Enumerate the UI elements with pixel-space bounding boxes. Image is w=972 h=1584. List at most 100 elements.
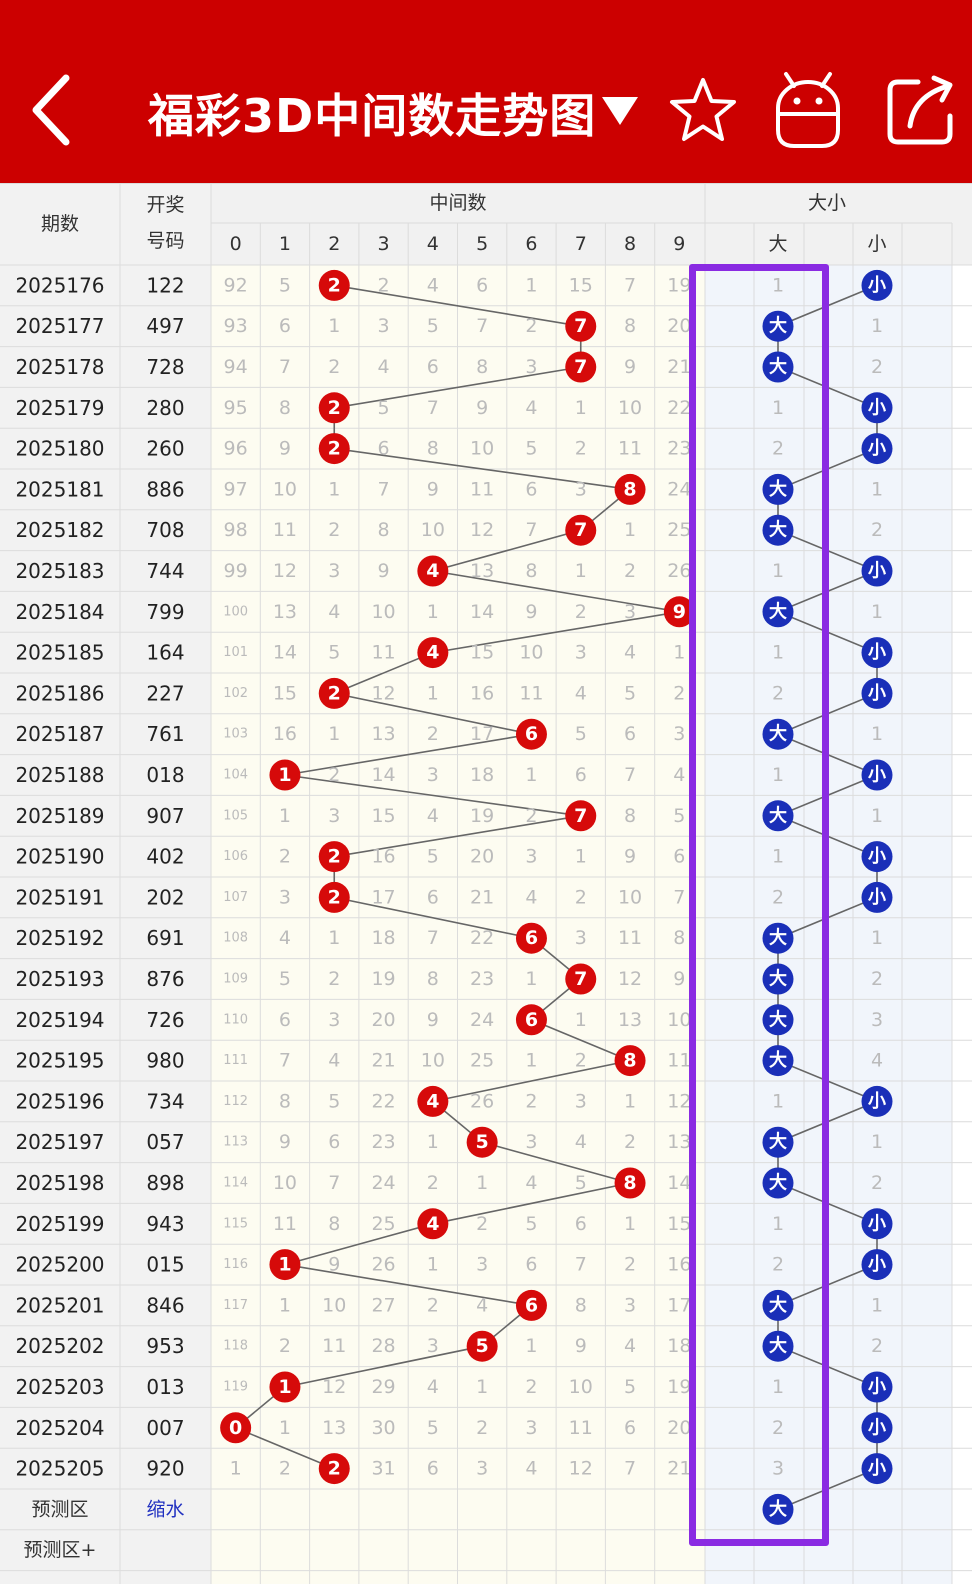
red-ball	[318, 841, 350, 873]
size-group-header: 大小	[808, 192, 846, 214]
blue-ball	[861, 1249, 893, 1281]
red-ball	[515, 1004, 547, 1036]
blue-ball	[861, 269, 893, 301]
star-icon[interactable]	[668, 76, 738, 146]
draw-header: 号码	[146, 230, 184, 252]
miss-count: 11	[618, 438, 642, 460]
draw-header: 开奖	[146, 194, 184, 216]
miss-count: 9	[279, 1131, 291, 1153]
red-ball	[220, 1412, 252, 1444]
blue-ball	[861, 759, 893, 791]
miss-count: 8	[427, 968, 439, 990]
miss-count: 31	[371, 1458, 395, 1480]
draw-cell: 260	[146, 437, 184, 461]
red-ball	[614, 1045, 646, 1077]
miss-count: 5	[427, 846, 439, 868]
period-cell: 2025176	[15, 273, 104, 297]
miss-count: 19	[470, 805, 494, 827]
miss-count: 1	[624, 1213, 636, 1235]
page-title[interactable]: 福彩3D中间数走势图	[148, 89, 597, 143]
red-ball-number: 5	[476, 1335, 489, 1357]
miss-count: 119	[223, 1380, 248, 1395]
blue-ball-label: 大	[769, 927, 787, 949]
predict-label: 预测区	[31, 1498, 88, 1520]
miss-count: 6	[427, 1458, 439, 1480]
draw-cell: 920	[146, 1457, 184, 1481]
blue-ball	[861, 1412, 893, 1444]
miss-count: 7	[279, 1050, 291, 1072]
period-cell: 2025205	[15, 1457, 104, 1481]
draw-cell: 846	[146, 1293, 184, 1317]
red-ball-number: 2	[328, 274, 341, 296]
miss-count: 1	[772, 642, 784, 664]
draw-cell: 280	[146, 396, 184, 420]
miss-count: 5	[279, 274, 291, 296]
blue-ball-label: 小	[868, 642, 886, 663]
triangle-down-icon[interactable]	[600, 95, 640, 127]
miss-count: 18	[667, 1335, 691, 1357]
middle-trend-line	[234, 284, 680, 1470]
miss-count: 10	[371, 601, 395, 623]
digit-header: 6	[525, 233, 537, 255]
miss-count: 16	[667, 1254, 691, 1276]
miss-count: 17	[371, 886, 395, 908]
blue-ball	[861, 1453, 893, 1485]
blue-ball	[861, 433, 893, 465]
miss-count: 21	[470, 886, 494, 908]
red-ball-number: 7	[574, 968, 587, 990]
red-ball	[318, 677, 350, 709]
red-ball-number: 2	[328, 846, 341, 868]
miss-count: 6	[378, 438, 390, 460]
miss-count: 5	[328, 642, 340, 664]
miss-count: 5	[575, 723, 587, 745]
miss-count: 7	[427, 397, 439, 419]
blue-ball-label: 小	[868, 683, 886, 704]
blue-ball-label: 小	[868, 765, 886, 786]
miss-count: 1	[525, 764, 537, 786]
digit-header: 4	[427, 233, 439, 255]
miss-count: 9	[673, 968, 685, 990]
red-ball-number: 8	[623, 1050, 636, 1072]
period-cell: 2025199	[15, 1212, 104, 1236]
miss-count: 27	[371, 1294, 395, 1316]
miss-count: 22	[667, 397, 691, 419]
miss-count: 5	[525, 438, 537, 460]
blue-ball	[861, 1208, 893, 1240]
blue-ball	[762, 310, 794, 342]
miss-count: 10	[618, 397, 642, 419]
miss-count: 15	[569, 274, 593, 296]
miss-count: 115	[223, 1216, 248, 1231]
period-cell: 2025192	[15, 926, 104, 950]
red-ball-number: 1	[278, 1376, 291, 1398]
back-arrow-icon[interactable]	[28, 72, 76, 148]
miss-count: 5	[525, 1213, 537, 1235]
miss-count: 10	[273, 478, 297, 500]
red-ball-number: 7	[574, 805, 587, 827]
miss-count: 2	[871, 1172, 883, 1194]
miss-count: 9	[624, 846, 636, 868]
shrink-button[interactable]: 缩水	[146, 1498, 184, 1520]
miss-count: 3	[871, 1009, 883, 1031]
miss-count: 6	[525, 478, 537, 500]
draw-cell: 907	[146, 804, 184, 828]
miss-count: 1	[871, 927, 883, 949]
red-ball-number: 2	[328, 438, 341, 460]
blue-ball	[762, 1045, 794, 1077]
draw-cell: 980	[146, 1049, 184, 1073]
miss-count: 12	[470, 519, 494, 541]
miss-count: 24	[667, 478, 691, 500]
red-ball-number: 2	[328, 1458, 341, 1480]
miss-count: 8	[525, 560, 537, 582]
miss-count: 1	[328, 315, 340, 337]
share-icon[interactable]	[884, 72, 960, 148]
miss-count: 13	[322, 1417, 346, 1439]
miss-count: 2	[328, 356, 340, 378]
miss-count: 5	[427, 315, 439, 337]
red-ball	[318, 269, 350, 301]
blue-ball-label: 大	[769, 1172, 787, 1194]
miss-count: 5	[575, 1172, 587, 1194]
miss-count: 9	[575, 1335, 587, 1357]
red-ball-number: 4	[426, 560, 439, 582]
predict-ball-label: 大	[769, 1498, 787, 1520]
robot-icon[interactable]	[772, 68, 844, 150]
